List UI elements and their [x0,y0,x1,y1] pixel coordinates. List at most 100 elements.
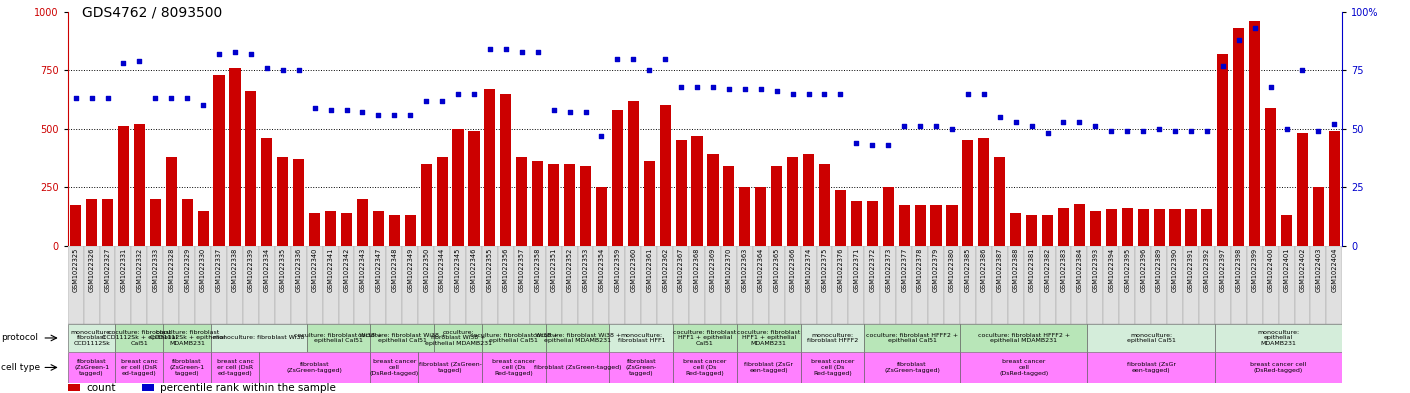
Point [399,112,422,118]
Bar [960,246,976,324]
Bar [212,246,227,324]
Text: fibroblast
(ZsGreen-tagged): fibroblast (ZsGreen-tagged) [286,362,343,373]
Bar [498,246,513,324]
Bar [323,246,338,324]
Bar [612,110,623,246]
Text: monoculture:
fibroblast
CCD1112Sk: monoculture: fibroblast CCD1112Sk [70,330,113,346]
Bar [915,205,926,246]
Text: GSM1022343: GSM1022343 [360,248,365,292]
Bar [960,324,1087,352]
Text: GSM1022373: GSM1022373 [885,248,891,292]
Bar [501,94,512,246]
Bar [1151,246,1167,324]
Bar [338,246,354,324]
Text: GSM1022389: GSM1022389 [1156,248,1162,292]
Bar [1056,246,1072,324]
Bar [880,246,897,324]
Text: GSM1022397: GSM1022397 [1220,248,1225,292]
Text: count: count [86,383,116,393]
Point [113,60,135,66]
Point [336,107,358,113]
Bar [465,246,482,324]
Text: GSM1022359: GSM1022359 [615,248,620,292]
Bar [309,213,320,246]
Text: GSM1022334: GSM1022334 [264,248,269,292]
Bar [148,246,164,324]
Bar [673,352,737,383]
Point [543,107,565,113]
Point [1323,121,1345,127]
Bar [1215,324,1342,352]
Bar [771,166,783,246]
Text: coculture: fibroblast
CCD1112Sk + epithelial
MDAMB231: coculture: fibroblast CCD1112Sk + epithe… [149,330,224,346]
Text: breast cancer cell
(DsRed-tagged): breast cancer cell (DsRed-tagged) [1251,362,1307,373]
Text: GSM1022401: GSM1022401 [1283,248,1290,292]
Text: GSM1022363: GSM1022363 [742,248,747,292]
Bar [1327,246,1342,324]
Bar [1039,246,1056,324]
Bar [594,246,609,324]
Bar [371,246,386,324]
Point [733,86,756,92]
Bar [835,189,846,246]
Bar [883,187,894,246]
Point [1052,119,1074,125]
Text: GSM1022346: GSM1022346 [471,248,477,292]
Bar [68,324,116,352]
Text: GSM1022378: GSM1022378 [916,248,924,292]
Bar [627,101,639,246]
Text: coculture: fibroblast
HFF1 + epithelial
Cal51: coculture: fibroblast HFF1 + epithelial … [674,330,736,346]
Point [781,90,804,97]
Bar [1183,246,1198,324]
Point [176,95,199,101]
Bar [1090,211,1101,246]
Bar [850,201,862,246]
Bar [419,352,482,383]
Text: GSM1022349: GSM1022349 [407,248,413,292]
Bar [1328,131,1340,246]
Point [877,142,900,148]
Point [1196,128,1218,134]
Point [940,125,963,132]
Bar [609,246,626,324]
Bar [691,136,702,246]
Text: GSM1022362: GSM1022362 [663,248,668,292]
Text: GSM1022340: GSM1022340 [312,248,317,292]
Bar [68,384,80,391]
Point [814,90,836,97]
Bar [118,127,130,246]
Bar [849,246,864,324]
Text: GSM1022350: GSM1022350 [423,248,429,292]
Point [303,105,326,111]
Point [1228,37,1251,43]
Point [1069,119,1091,125]
Text: GSM1022353: GSM1022353 [582,248,588,292]
Text: GSM1022371: GSM1022371 [853,248,859,292]
Bar [753,246,768,324]
Point [622,55,644,62]
Text: GSM1022384: GSM1022384 [1076,248,1083,292]
Point [829,90,852,97]
Bar [179,246,195,324]
Text: coculture: fibroblast HFFF2 +
epithelial MDAMB231: coculture: fibroblast HFFF2 + epithelial… [977,332,1070,343]
Bar [546,324,609,352]
Bar [864,324,960,352]
Bar [832,246,849,324]
Bar [867,201,878,246]
Bar [1263,246,1279,324]
Bar [1138,209,1149,246]
Text: GSM1022382: GSM1022382 [1045,248,1050,292]
Text: monoculture:
fibroblast HFF1: monoculture: fibroblast HFF1 [618,332,666,343]
Bar [979,138,990,246]
Text: GSM1022330: GSM1022330 [200,248,206,292]
Point [893,123,915,130]
Point [272,67,295,73]
Text: GSM1022402: GSM1022402 [1300,248,1306,292]
Text: fibroblast (ZsGr
een-tagged): fibroblast (ZsGr een-tagged) [1127,362,1176,373]
Point [510,48,533,55]
Text: GSM1022325: GSM1022325 [73,248,79,292]
Text: GSM1022403: GSM1022403 [1316,248,1321,292]
Point [1021,123,1043,130]
Bar [164,246,179,324]
Text: fibroblast
(ZsGreen-tagged): fibroblast (ZsGreen-tagged) [884,362,940,373]
